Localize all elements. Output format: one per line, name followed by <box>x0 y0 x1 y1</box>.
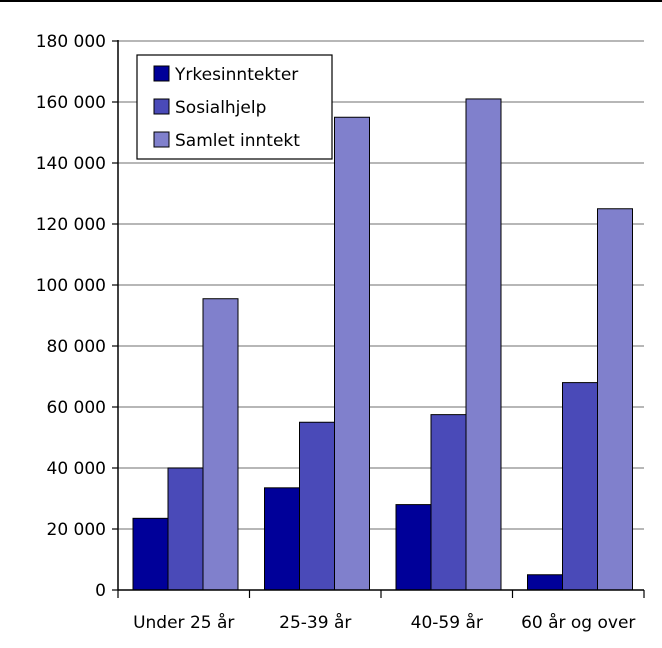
axes <box>112 40 645 598</box>
legend-label: Yrkesinntekter <box>174 65 298 85</box>
x-tick-label: 40-59 år <box>411 612 483 633</box>
x-tick-label: Under 25 år <box>133 612 234 633</box>
x-tick-label: 60 år og over <box>521 612 635 633</box>
y-tick-label: 180 000 <box>36 32 106 52</box>
y-tick-label: 20 000 <box>47 520 106 540</box>
y-tick-label: 140 000 <box>36 154 106 174</box>
y-tick-label: 80 000 <box>47 337 106 357</box>
y-tick-label: 100 000 <box>36 276 106 296</box>
bar-samlet-inntekt <box>334 116 370 591</box>
legend-swatch <box>153 65 170 82</box>
bar-samlet-inntekt <box>202 298 239 591</box>
y-tick-label: 0 <box>95 581 106 601</box>
y-tick-label: 160 000 <box>36 93 106 113</box>
bar-samlet-inntekt <box>597 208 633 591</box>
legend-swatch <box>153 98 170 115</box>
bar-sosialhjelp <box>430 414 467 591</box>
bars <box>132 98 633 591</box>
x-tick-labels: Under 25 år 25-39 år 40-59 år 60 år og over <box>133 612 635 633</box>
grid-lines <box>118 40 644 530</box>
legend: Yrkesinntekter Sosialhjelp Samlet inntekt <box>136 54 333 160</box>
legend-label: Sosialhjelp <box>175 98 266 118</box>
bar-yrkesinntekter <box>132 517 169 591</box>
y-tick-label: 40 000 <box>47 459 106 479</box>
top-rule <box>0 0 662 2</box>
bar-yrkesinntekter <box>527 574 563 591</box>
bar-sosialhjelp <box>299 421 335 591</box>
bar-sosialhjelp <box>167 467 204 591</box>
legend-label: Samlet inntekt <box>175 131 300 151</box>
y-tick-labels: 0 20 000 40 000 60 000 80 000 100 000 120 000 1… <box>36 32 106 601</box>
bar-yrkesinntekter <box>395 504 432 591</box>
y-tick-label: 60 000 <box>47 398 106 418</box>
x-tick-label: 25-39 år <box>279 612 351 633</box>
y-tick-label: 120 000 <box>36 215 106 235</box>
bar-samlet-inntekt <box>465 98 502 591</box>
bar-yrkesinntekter <box>264 487 300 591</box>
legend-swatch <box>153 131 170 148</box>
bar-sosialhjelp <box>562 382 598 591</box>
